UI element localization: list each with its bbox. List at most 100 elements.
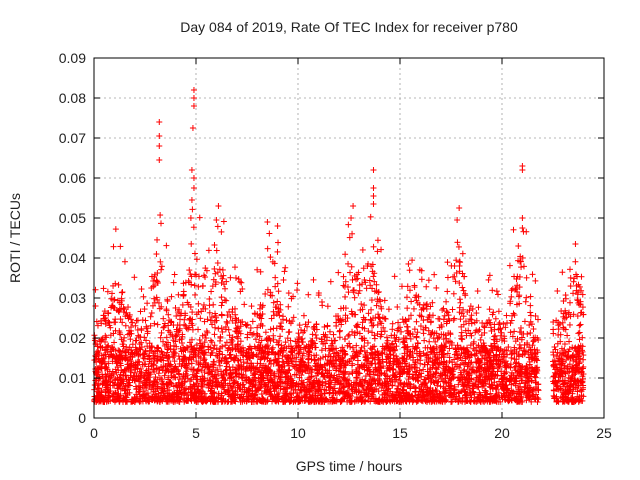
roti-point (520, 263, 527, 270)
roti-point (148, 309, 155, 316)
roti-point (375, 311, 382, 318)
roti-point (449, 306, 456, 313)
roti-point (363, 285, 370, 292)
roti-point (147, 313, 154, 320)
roti-point (199, 283, 206, 290)
roti-point (515, 257, 522, 264)
roti-point (551, 344, 558, 351)
roti-point (144, 300, 151, 307)
roti-point (206, 309, 213, 316)
roti-point (199, 383, 206, 390)
roti-point (196, 214, 203, 221)
roti-point (222, 354, 229, 361)
roti-point (137, 308, 144, 315)
roti-point (206, 302, 213, 309)
roti-point (391, 273, 398, 280)
roti-point (406, 267, 413, 274)
roti-point (529, 271, 536, 278)
roti-point (566, 321, 573, 328)
roti-point (223, 318, 230, 325)
roti-point (161, 323, 168, 330)
roti-point (118, 289, 125, 296)
roti-point (346, 331, 353, 338)
roti-point (268, 315, 275, 322)
roti-point (444, 274, 451, 281)
roti-point (411, 282, 418, 289)
roti-point (570, 290, 577, 297)
roti-point (371, 343, 378, 350)
roti-point (197, 315, 204, 322)
roti-point (394, 385, 401, 392)
roti-point (164, 296, 171, 303)
roti-point (367, 213, 374, 220)
roti-point (440, 305, 447, 312)
roti-point (485, 316, 492, 323)
roti-point (324, 322, 331, 329)
roti-point (111, 319, 118, 326)
y-axis-label: ROTI / TECUs (7, 193, 23, 283)
roti-point (237, 323, 244, 330)
roti-point (354, 329, 361, 336)
roti-point (335, 269, 342, 276)
roti-point (440, 358, 447, 365)
roti-point (195, 326, 202, 333)
roti-point (248, 303, 255, 310)
roti-point (158, 266, 165, 273)
roti-point (345, 289, 352, 296)
roti-point (193, 271, 200, 278)
roti-point (275, 239, 282, 246)
roti-point (527, 312, 534, 319)
chart-title: Day 084 of 2019, Rate Of TEC Index for r… (180, 19, 518, 35)
roti-point (121, 258, 128, 265)
roti-point (413, 318, 420, 325)
roti-point (575, 330, 582, 337)
roti-point (456, 394, 463, 401)
roti-point (338, 321, 345, 328)
roti-point (252, 336, 259, 343)
roti-point (162, 368, 169, 375)
roti-point (577, 321, 584, 328)
roti-point (520, 228, 527, 235)
roti-point (321, 323, 328, 330)
roti-point (254, 324, 261, 331)
roti-point (390, 352, 397, 359)
roti-point (154, 321, 161, 328)
roti-point (211, 342, 218, 349)
roti-point (133, 337, 140, 344)
roti-point (567, 299, 574, 306)
roti-point (435, 315, 442, 322)
roti-point (572, 258, 579, 265)
roti-point (258, 337, 265, 344)
roti-point (309, 331, 316, 338)
roti-point (570, 278, 577, 285)
roti-point (336, 328, 343, 335)
roti-point (347, 269, 354, 276)
roti-point (281, 268, 288, 275)
roti-point (443, 308, 450, 315)
roti-point (374, 330, 381, 337)
roti-point (193, 256, 200, 263)
roti-point (188, 240, 195, 247)
roti-point (280, 276, 287, 283)
roti-point (454, 239, 461, 246)
roti-point (486, 272, 493, 279)
roti-point (229, 317, 236, 324)
roti-point (349, 328, 356, 335)
roti-point (218, 325, 225, 332)
roti-point (429, 312, 436, 319)
roti-point (489, 287, 496, 294)
roti-point (460, 287, 467, 294)
roti-point (100, 285, 107, 292)
roti-point (576, 322, 583, 329)
roti-point (409, 393, 416, 400)
roti-point (567, 266, 574, 273)
roti-point (180, 288, 187, 295)
roti-point (348, 263, 355, 270)
roti-point (426, 338, 433, 345)
roti-point (420, 330, 427, 337)
roti-point (554, 349, 561, 356)
roti-point (121, 387, 128, 394)
roti-point (458, 335, 465, 342)
roti-point (459, 284, 466, 291)
